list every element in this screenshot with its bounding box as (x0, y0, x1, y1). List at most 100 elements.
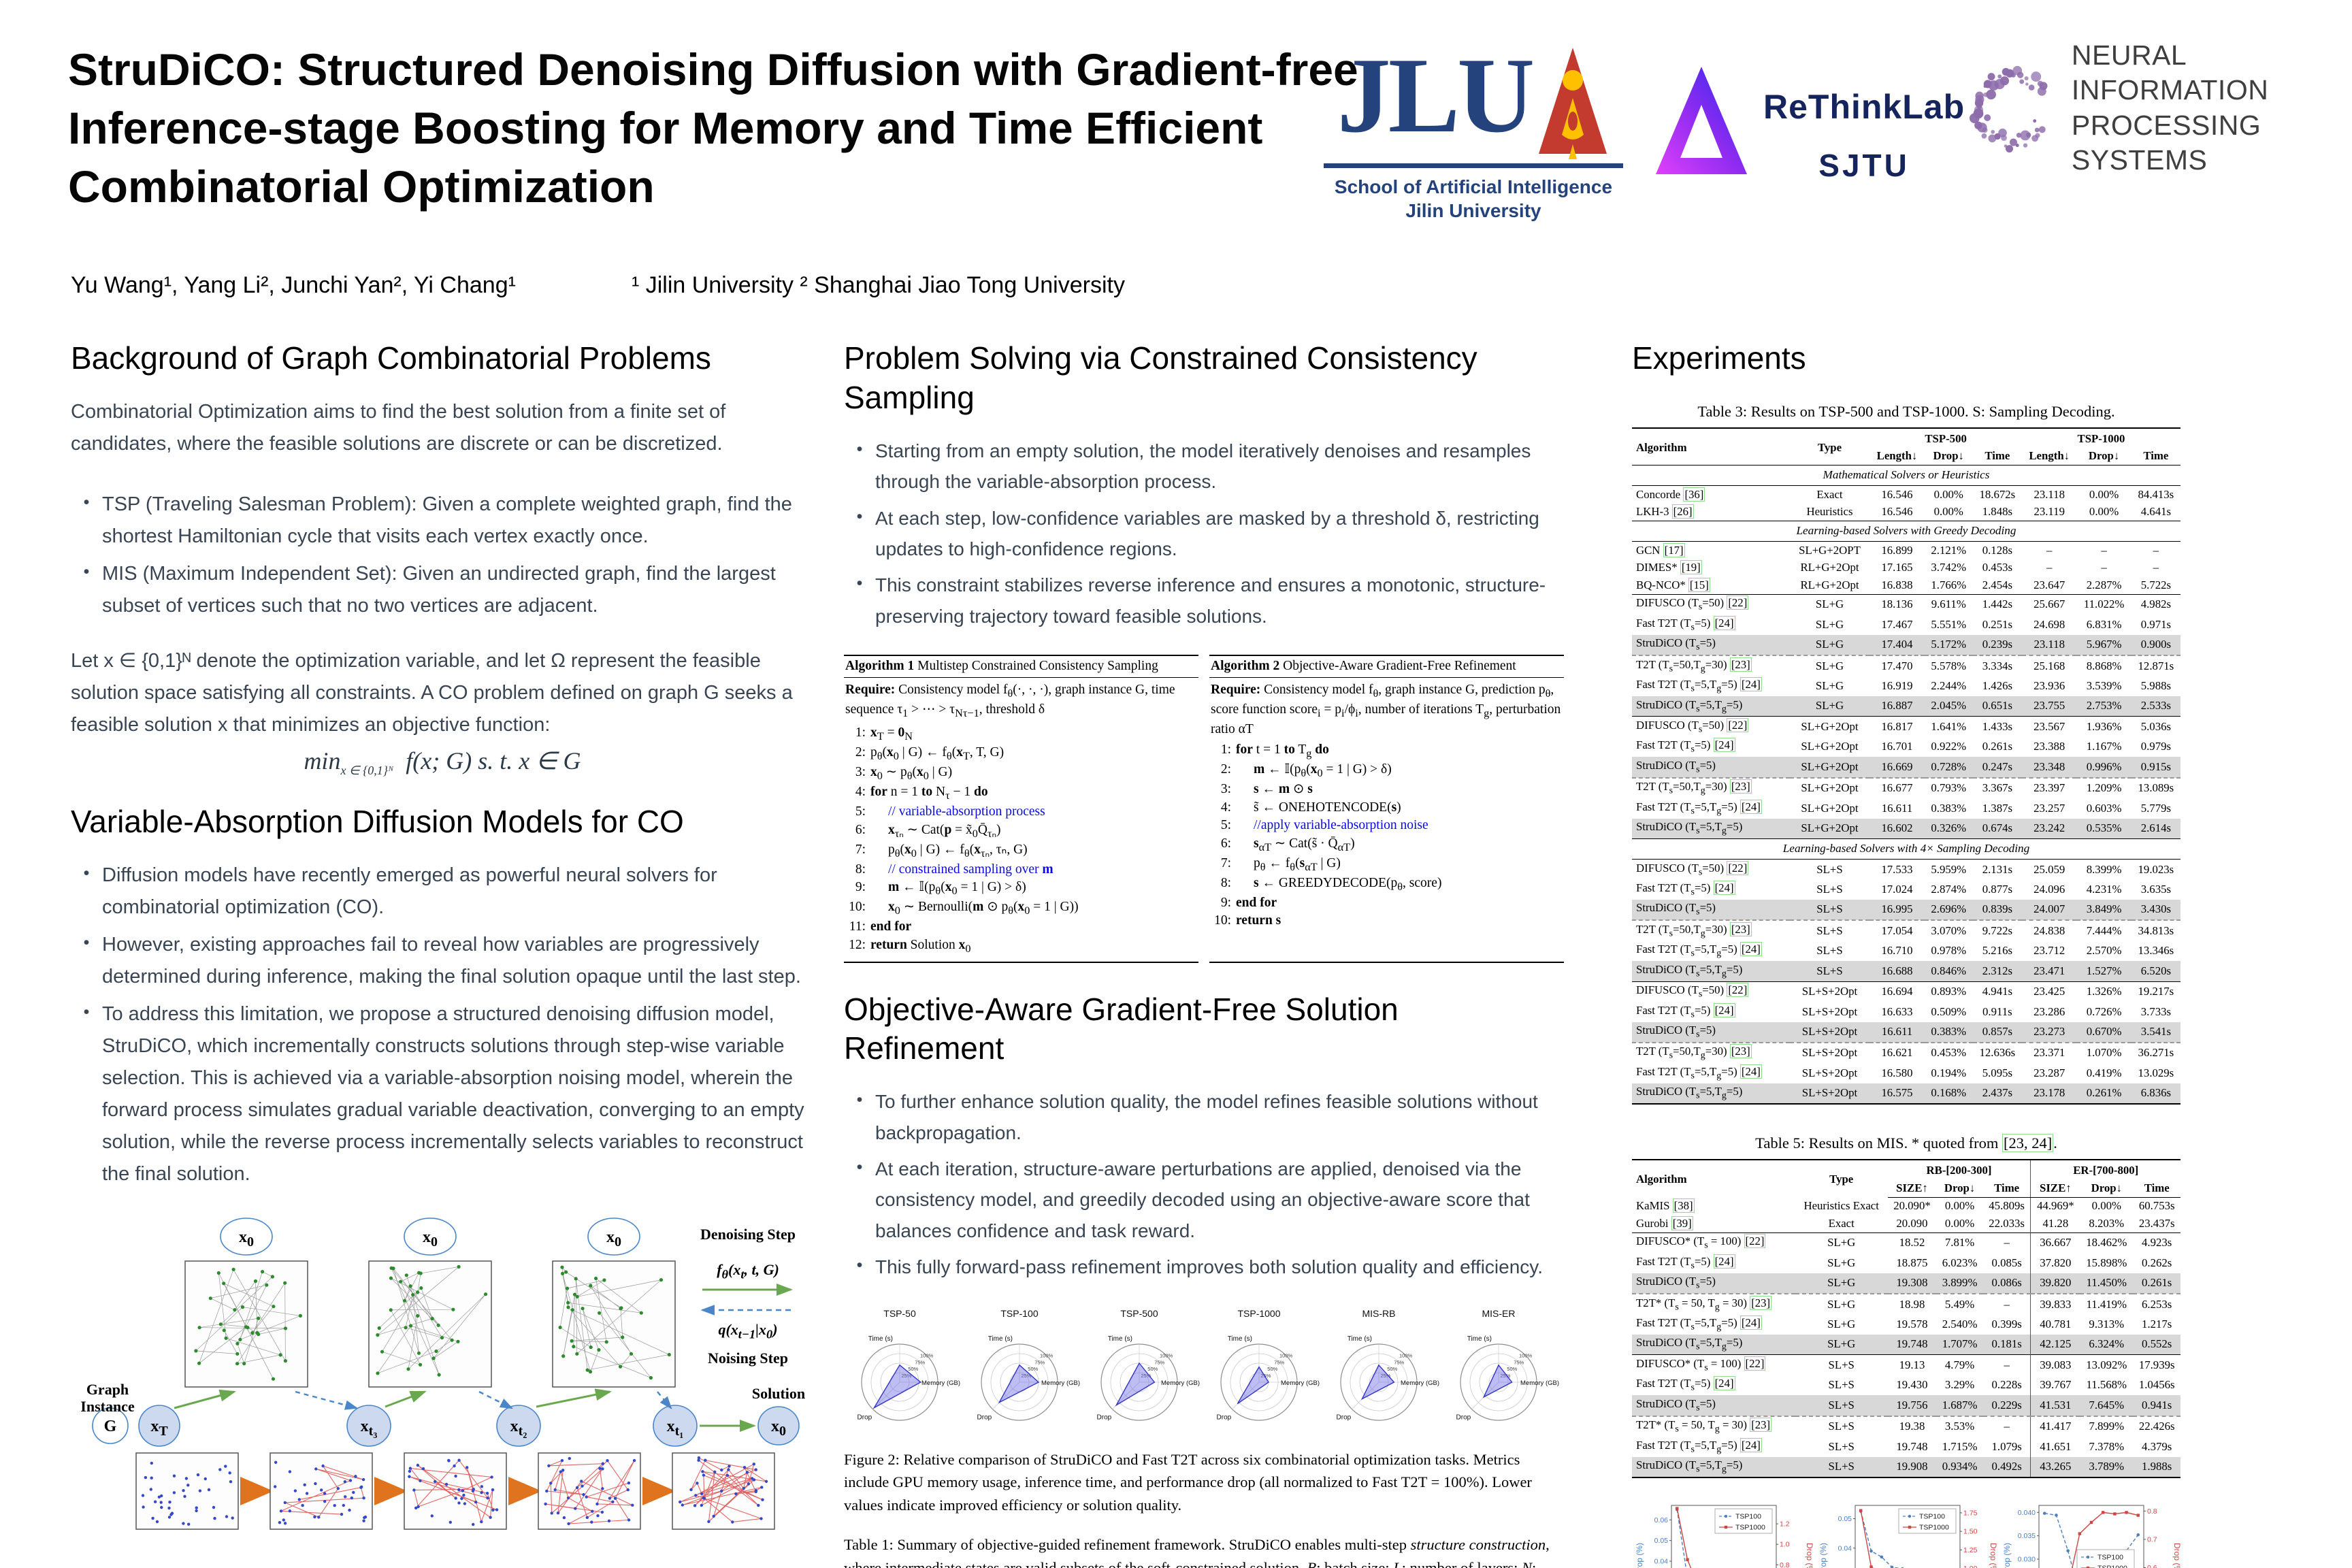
table-cell: 1.209% (2076, 777, 2132, 799)
bullet-item: • TSP (Traveling Salesman Problem): Given… (71, 489, 814, 553)
table-cell: 5.095s (1982, 1066, 2013, 1079)
table-cell: 0.911s (1982, 1004, 2012, 1018)
citation: [23] (1729, 1044, 1752, 1059)
svg-text:Drop: Drop (1097, 1414, 1112, 1421)
table-cell: SL+G (1795, 1273, 1888, 1294)
table-cell: 41.651 (2030, 1437, 2080, 1457)
table-cell: SL+G (1815, 617, 1844, 631)
table-cell: 25.059 (2034, 862, 2065, 876)
svg-text:Memory (GB): Memory (GB) (1041, 1379, 1080, 1387)
table-cell: 0.399s (1991, 1317, 2022, 1330)
table-row: DIFUSCO (Ts=50) [22] SL+S 17.533 5.959% 2.13… (1632, 860, 2180, 880)
jlu-school: School of Artificial Intelligence (1334, 176, 1613, 197)
table-cell: SL+G (1795, 1293, 1888, 1315)
table-cell: SL+G (1815, 679, 1844, 693)
table-row: StruDiCO (Ts=5) SL+G 17.404 5.172% 0.239s 23.… (1632, 634, 2180, 656)
table-cell: 0.00% (1933, 505, 1963, 519)
radar-chart-TSP-100: TSP-100 25%50%75%100% Time (s) Memory (GB) D… (977, 1308, 1080, 1422)
table-cell: Fast T2T (Ts=5,Tg=5) [24] (1636, 1064, 1762, 1081)
line-chart: 0.0200.0250.0300.0350.0400.50.60.70.80.2… (2002, 1505, 2182, 1568)
table-cell: T2T (Ts=50,Tg=30) [23] (1632, 1041, 1790, 1064)
table-cell: 2.454s (1982, 578, 2013, 591)
table-cell: 16.580 (1881, 1066, 1913, 1079)
co-setup-paragraph: Let x ∈ {0,1}ᴺ denote the optimization v… (71, 649, 793, 736)
table-cell: 0.670% (2076, 1022, 2132, 1043)
svg-text:Time (s): Time (s) (1108, 1335, 1132, 1343)
table-cell: – (1982, 1415, 2031, 1437)
table-row: StruDiCO (Ts=5) SL+G+2Opt 16.669 0.728% 0.24… (1632, 757, 2180, 778)
table-cell: 6.831% (2086, 617, 2122, 631)
table-cell: SL+S+2Opt (1789, 1022, 1870, 1043)
table-row: KaMIS [38] Heuristics Exact 20.090* 0.00% 45… (1632, 1197, 2180, 1215)
svg-text:50%: 50% (1147, 1366, 1158, 1372)
svg-text:75%: 75% (1274, 1359, 1284, 1365)
diagram-node-x0-top: x0 (423, 1228, 438, 1250)
citation: [24] (1740, 677, 1762, 692)
radar-chart: MIS-RB 25%50%75%100% Time (s) Memory (GB) Dr… (1323, 1306, 1443, 1444)
algorithm-line: 10: return s (1214, 913, 1281, 928)
table-cell: 1.426s (1982, 679, 2013, 693)
table-cell: 0.492s (1982, 1456, 2031, 1477)
citation: [22] (1744, 1234, 1766, 1249)
table-cell: 23.755 (2021, 696, 2077, 717)
table-row: StruDiCO (Ts=5,Tg=5) SL+S+2Opt 16.575 0.168… (1632, 1083, 2180, 1105)
table-cell: 7.81% (1936, 1232, 1983, 1254)
algorithm-line: 4: s̃ ← ONEHOTENCODE(s) (1220, 800, 1401, 815)
svg-text:75%: 75% (1034, 1359, 1045, 1365)
table-cell: 3.29% (1944, 1378, 1975, 1392)
svg-text:Drop: Drop (858, 1414, 872, 1421)
table-cell: SL+S+2Opt (1801, 1066, 1858, 1079)
table-cell: 3.539% (2086, 679, 2122, 693)
svg-text:TSP100: TSP100 (1735, 1512, 1761, 1520)
background-bullets: • TSP (Traveling Salesman Problem): Given… (71, 489, 814, 622)
citation: [24] (1740, 799, 1762, 814)
table-cell: 0.726% (2086, 1004, 2122, 1018)
svg-text:75%: 75% (1154, 1359, 1164, 1365)
table-cell: 17.404 (1869, 634, 1925, 656)
table-cell: 11.022% (2076, 593, 2132, 615)
table-cell: T2T* (Ts = 50, Tg = 30) [23] (1632, 1415, 1795, 1437)
table-row: Fast T2T (Ts=5) [24] SL+G 17.467 5.551% 0.25… (1632, 615, 2180, 634)
sampling-bullets: • Starting from an empty solution, the mo… (844, 436, 1564, 632)
table-row: Fast T2T (Ts=5,Tg=5) [24] SL+G 16.919 2.244… (1632, 676, 2180, 696)
table-cell: 23.286 (2034, 1004, 2065, 1018)
svg-text:0.05: 0.05 (1654, 1537, 1669, 1545)
svg-text:Drop (%): Drop (%) (2172, 1543, 2180, 1568)
bullet-item: • At each iteration, structure-aware pert… (844, 1154, 1564, 1246)
table-cell: 1.766% (1931, 578, 1967, 591)
table-cell: 19.748 (1896, 1439, 1928, 1453)
citation: [23] (1729, 779, 1752, 794)
right-column: Experiments Table 3: Results on TSP-500 … (1632, 339, 2182, 1568)
table-row: Fast T2T (Ts=5) [24] SL+G+2Opt 16.701 0.922… (1632, 737, 2180, 757)
table-cell: 4.79% (1936, 1354, 1983, 1375)
table-row: Concorde [36] Exact 16.546 0.00% 18.672s 23.1… (1632, 486, 2180, 504)
table-cell: 18.672s (1979, 487, 2016, 501)
table-cell: 16.919 (1881, 679, 1913, 693)
table-cell: 8.203% (2089, 1216, 2125, 1230)
algorithm-line: 3: s ← m ⊙ s (1220, 782, 1313, 797)
table-cell: 23.348 (2021, 757, 2077, 778)
table-cell: Fast T2T (Ts=5,Tg=5) [24] (1636, 799, 1762, 817)
table-cell: 20.090* (1893, 1199, 1931, 1213)
table-row: StruDiCO (Ts=5) SL+S 16.995 2.696% 0.839s 24.… (1632, 899, 2180, 921)
table-cell: 0.453% (1924, 1041, 1973, 1064)
table-cell: 3.334s (1972, 655, 2022, 676)
table-cell: 2.540% (1942, 1317, 1978, 1330)
citation: [22] (1727, 595, 1749, 610)
algorithm-require: Require: Consistency model fθ(·, ·, ·), … (845, 683, 1175, 719)
table-cell: 16.701 (1881, 740, 1913, 753)
diagram-node: xT (150, 1417, 168, 1439)
table-cell: 23.647 (2034, 578, 2065, 591)
table-row: Fast T2T (Ts=5) [24] SL+S 17.024 2.874% 0.87… (1632, 879, 2180, 899)
table-cell: 4.379s (2142, 1439, 2172, 1453)
table-cell: 0.419% (2086, 1066, 2122, 1079)
table-cell: 0.915s (2131, 757, 2180, 778)
table-cell: 0.857s (1972, 1022, 2022, 1043)
citation: [22] (1727, 717, 1749, 732)
algorithm-line: 12: return Solution x0 (849, 937, 971, 955)
table-cell: SL+G (1795, 1232, 1888, 1254)
radar-chart-TSP-500: TSP-500 25%50%75%100% Time (s) Memory (GB) D… (1097, 1308, 1200, 1422)
table-cell: 0.085s (1991, 1256, 2022, 1269)
table-cell: 24.096 (2034, 882, 2065, 896)
